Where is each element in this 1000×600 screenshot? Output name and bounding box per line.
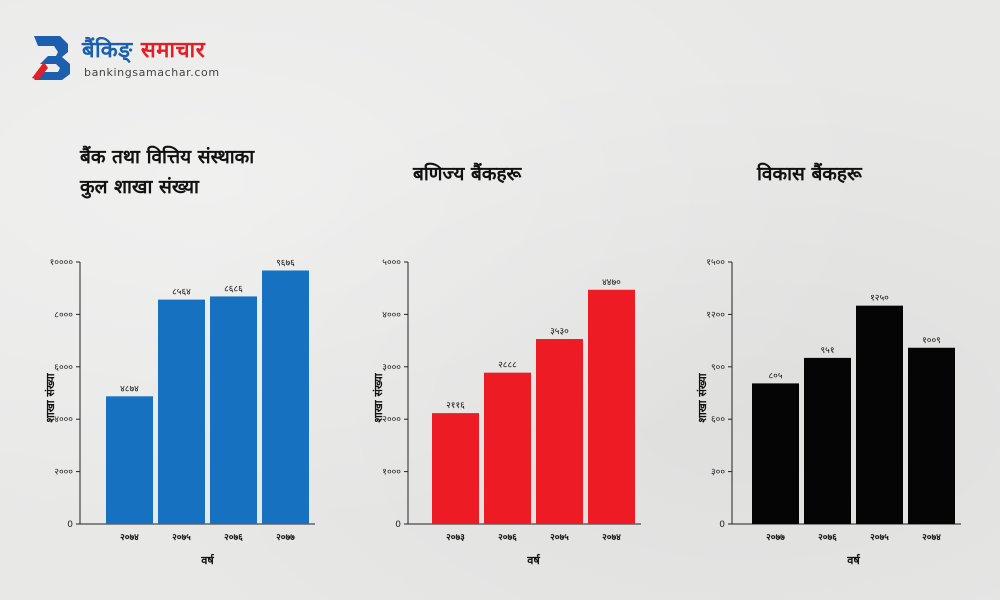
chart3-y-tick-label: ६०० (711, 415, 725, 425)
chart2-y-tick-label: ५००० (382, 258, 401, 268)
chart2-bar (536, 339, 583, 524)
chart1-value-label: ८५६४ (172, 288, 191, 298)
chart1-value-label: ४८७४ (120, 384, 139, 394)
chart3-bar (752, 383, 799, 524)
chart3-x-axis-label: वर्ष (846, 553, 860, 567)
chart2-y-tick-label: 0 (395, 520, 401, 530)
chart2-value-label: २११६ (446, 401, 465, 411)
chart1-y-tick-label: १०००० (50, 258, 74, 268)
chart2-y-tick-label: ३००० (382, 363, 401, 373)
chart3-y-tick-label: ९०० (711, 363, 725, 373)
chart1-bar (106, 396, 153, 524)
chart3-value-label: १००९ (922, 336, 941, 346)
chart1-y-axis-label: शाखा संख्या (44, 372, 57, 422)
chart1-y-tick-label: ६००० (54, 363, 73, 373)
chart1-value-label: ९६७६ (276, 258, 295, 268)
brand-url: bankingsamachar.com (84, 66, 220, 79)
chart2-y-axis-label: शाखा संख्या (372, 372, 385, 422)
chart3-category-label: २०७४ (922, 533, 941, 543)
chart3-y-tick-label: ३०० (711, 468, 725, 478)
chart3-bar (804, 357, 851, 524)
chart3-y-axis-label: शाखा संख्या (696, 372, 709, 422)
chart3-category-label: २०७६ (818, 533, 837, 543)
chart2-value-label: ४४७० (602, 278, 621, 288)
chart1-title: बैंक तथा वित्तिय संस्थाका कुल शाखा संख्य… (80, 142, 254, 202)
chart1-category-label: २०७६ (224, 533, 243, 543)
chart3-y-tick-label: 0 (719, 520, 725, 530)
chart1-x-axis-label: वर्ष (200, 553, 214, 567)
chart2-title: बणिज्य बैंकहरू (413, 163, 522, 185)
chart3-category-label: २०७७ (766, 533, 785, 543)
brand-name-part2: समाचार (140, 38, 206, 63)
chart1-y-tick-label: ८००० (54, 310, 73, 320)
chart3-value-label: १२५० (870, 294, 889, 304)
chart2-bar (588, 289, 635, 524)
chart1-category-label: २०७७ (276, 533, 295, 543)
chart2-bar (484, 372, 531, 524)
chart2-category-label: २०७६ (498, 533, 517, 543)
chart2-category-label: २०७३ (446, 533, 465, 543)
chart1-y-tick-label: २००० (54, 468, 73, 478)
chart1-bar (262, 270, 309, 524)
chart3-value-label: ९५१ (820, 346, 834, 356)
chart2-category-label: २०७५ (550, 533, 569, 543)
chart2-y-tick-label: २००० (382, 415, 401, 425)
chart2-bar (432, 413, 479, 524)
chart2-y-tick-label: ४००० (382, 310, 401, 320)
chart2-x-axis-label: वर्ष (526, 553, 540, 567)
brand-name: बैंकिङ् समाचार (82, 34, 205, 64)
chart1-y-tick-label: ४००० (54, 415, 73, 425)
chart3-y-tick-label: १२०० (706, 310, 725, 320)
chart3-bar (908, 347, 955, 524)
chart1-bar (210, 296, 257, 524)
chart3-value-label: ८०५ (768, 371, 782, 381)
chart2-value-label: २८८८ (498, 361, 517, 371)
chart3-bar (856, 305, 903, 524)
chart3-y-tick-label: १५०० (706, 258, 725, 268)
chart1-category-label: २०७४ (120, 533, 139, 543)
chart2-y-tick-label: १००० (382, 468, 401, 478)
chart1-title-line2: कुल शाखा संख्या (80, 176, 199, 198)
brand-name-part1: बैंकिङ् (82, 38, 133, 63)
chart1-category-label: २०७५ (172, 533, 191, 543)
brand-logo[interactable]: बैंकिङ् समाचार bankingsamachar.com (30, 28, 250, 88)
chart1-title-line1: बैंक तथा वित्तिय संस्थाका (80, 146, 255, 168)
chart2-value-label: ३५३० (550, 327, 569, 337)
chart3-category-label: २०७५ (870, 533, 889, 543)
bank-logo-icon (32, 36, 70, 80)
chart1-bar (158, 299, 205, 524)
chart1-value-label: ८६८६ (224, 284, 243, 294)
chart2-category-label: २०७४ (602, 533, 621, 543)
chart1-y-tick-label: 0 (67, 520, 73, 530)
chart3-title: विकास बैंकहरू (757, 163, 862, 185)
